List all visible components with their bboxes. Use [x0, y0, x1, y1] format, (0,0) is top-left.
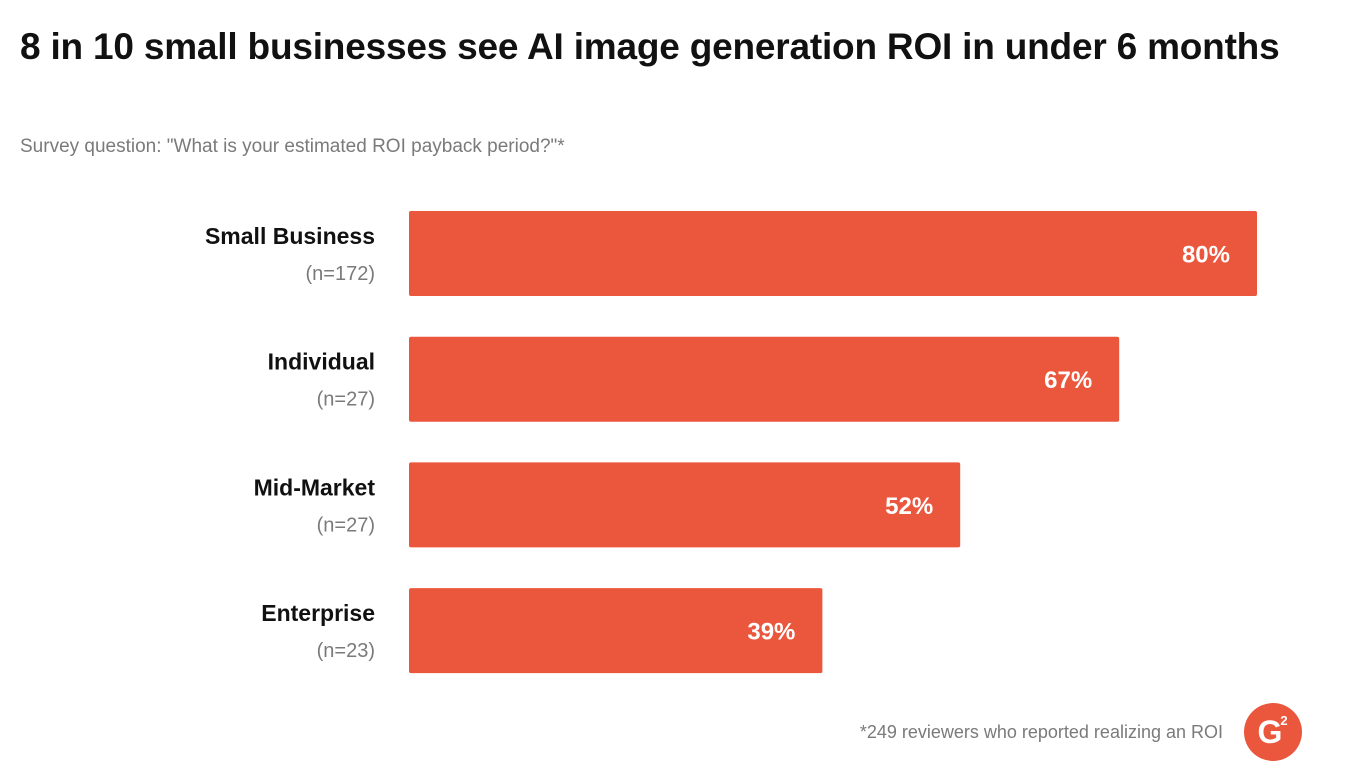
footnote: *249 reviewers who reported realizing an…: [859, 722, 1223, 742]
sample-size-label-individual: (n=27): [317, 389, 375, 411]
category-label-small-business: Small Business: [205, 223, 375, 249]
bar-enterprise: [409, 588, 823, 674]
category-label-mid-market: Mid-Market: [254, 474, 376, 500]
chart-title: 8 in 10 small businesses see AI image ge…: [20, 26, 1280, 67]
g2-logo-letter: G: [1258, 714, 1283, 750]
bar-value-label-individual: 67%: [1044, 367, 1092, 394]
bar-value-label-mid-market: 52%: [885, 493, 933, 520]
bar-value-label-enterprise: 39%: [747, 619, 795, 646]
sample-size-label-enterprise: (n=23): [317, 640, 375, 662]
g2-logo-circle: [1244, 703, 1302, 761]
bar-value-label-small-business: 80%: [1182, 242, 1230, 269]
sample-size-label-mid-market: (n=27): [317, 514, 375, 536]
chart-subtitle: Survey question: "What is your estimated…: [20, 136, 565, 157]
bar-mid-market: [409, 462, 961, 548]
g2-logo-superscript: 2: [1280, 713, 1287, 728]
category-label-enterprise: Enterprise: [261, 600, 375, 626]
category-label-individual: Individual: [268, 349, 375, 375]
sample-size-label-small-business: (n=172): [306, 263, 376, 285]
g2-logo-icon: G 2: [1244, 703, 1302, 761]
bar-small-business: [409, 211, 1257, 296]
bar-individual: [409, 336, 1120, 422]
